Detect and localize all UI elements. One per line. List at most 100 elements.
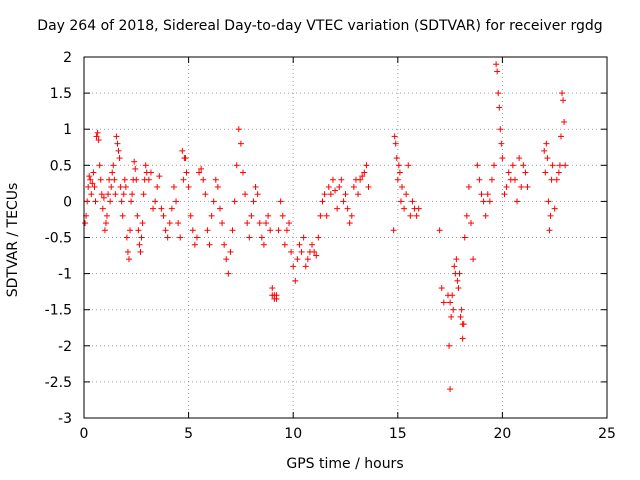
data-point — [177, 234, 184, 241]
data-point — [503, 183, 510, 190]
data-point — [235, 126, 242, 133]
data-point — [329, 176, 336, 183]
data-point — [183, 169, 190, 176]
data-point — [541, 147, 548, 154]
data-point — [361, 169, 368, 176]
data-point — [553, 176, 560, 183]
data-point — [461, 234, 468, 241]
data-point — [99, 205, 106, 212]
data-point — [392, 140, 399, 147]
data-point — [139, 220, 146, 227]
data-point — [476, 176, 483, 183]
data-point — [242, 191, 249, 198]
data-point — [317, 212, 324, 219]
data-point — [436, 227, 443, 234]
data-point — [210, 198, 217, 205]
data-point — [497, 126, 504, 133]
data-point — [110, 162, 117, 169]
data-point — [94, 129, 101, 136]
data-point — [342, 191, 349, 198]
data-point — [237, 140, 244, 147]
data-point — [170, 183, 177, 190]
data-point — [137, 248, 144, 255]
data-point — [208, 212, 215, 219]
data-point — [168, 205, 175, 212]
data-point — [478, 191, 485, 198]
data-point — [142, 162, 149, 169]
data-point — [357, 176, 364, 183]
data-point — [415, 205, 422, 212]
data-point — [447, 299, 454, 306]
data-point — [267, 227, 274, 234]
data-point — [327, 191, 334, 198]
data-point — [129, 191, 136, 198]
data-point — [544, 155, 551, 162]
data-point — [135, 227, 142, 234]
data-point — [446, 342, 453, 349]
data-point — [104, 212, 111, 219]
x-tick-label: 25 — [598, 426, 616, 442]
data-point — [246, 234, 253, 241]
data-point — [545, 198, 552, 205]
data-point — [256, 220, 263, 227]
data-point — [106, 176, 113, 183]
data-point — [212, 176, 219, 183]
data-point — [202, 191, 209, 198]
data-point — [132, 165, 139, 172]
data-point — [281, 241, 288, 248]
data-point — [136, 241, 143, 248]
y-tick-label: -1 — [58, 267, 72, 283]
y-tick-label: -2.5 — [45, 375, 72, 391]
data-point — [338, 176, 345, 183]
data-point — [405, 162, 412, 169]
data-point — [111, 176, 118, 183]
data-point — [216, 205, 223, 212]
data-point — [101, 227, 108, 234]
data-point — [394, 176, 401, 183]
data-point — [547, 212, 554, 219]
data-point — [453, 256, 460, 263]
data-point — [474, 162, 481, 169]
data-point — [273, 292, 280, 299]
data-point — [86, 173, 93, 180]
data-point — [332, 187, 339, 194]
data-point — [189, 227, 196, 234]
data-point — [344, 205, 351, 212]
data-point — [294, 256, 301, 263]
data-point — [275, 227, 282, 234]
data-point — [193, 234, 200, 241]
data-point — [455, 285, 462, 292]
data-point — [134, 212, 141, 219]
data-point — [447, 386, 454, 393]
data-point — [93, 133, 100, 140]
data-point — [323, 212, 330, 219]
data-point — [396, 169, 403, 176]
data-point — [252, 183, 259, 190]
data-point — [463, 212, 470, 219]
data-point — [560, 97, 567, 104]
data-point — [496, 104, 503, 111]
data-point — [468, 220, 475, 227]
data-point — [271, 295, 278, 302]
data-point — [147, 169, 154, 176]
data-point — [180, 176, 187, 183]
data-point — [206, 241, 213, 248]
data-point — [288, 248, 295, 255]
y-tick-label: -0.5 — [45, 231, 72, 247]
data-point — [313, 252, 320, 259]
data-point — [340, 198, 347, 205]
data-point — [82, 220, 89, 227]
data-point — [484, 191, 491, 198]
data-point — [459, 321, 466, 328]
y-tick-label: 0.5 — [50, 158, 72, 174]
data-point — [152, 198, 159, 205]
data-point — [127, 227, 134, 234]
data-point — [277, 198, 284, 205]
data-point — [556, 162, 563, 169]
data-point — [449, 292, 456, 299]
data-point — [128, 198, 135, 205]
data-point — [120, 191, 127, 198]
data-point — [518, 183, 525, 190]
data-point — [100, 194, 107, 201]
data-point — [438, 285, 445, 292]
